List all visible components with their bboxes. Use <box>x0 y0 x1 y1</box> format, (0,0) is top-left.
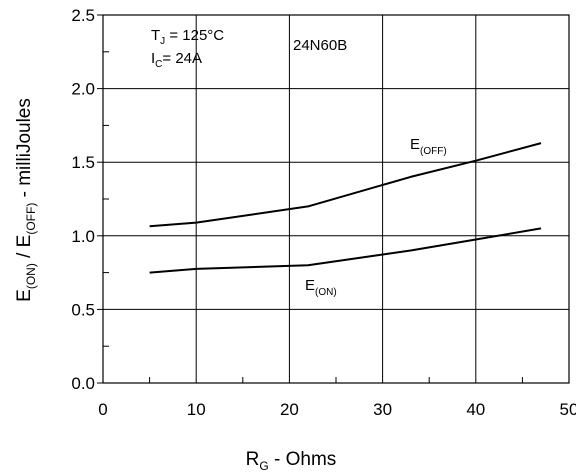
x-tick-label: 30 <box>373 400 392 419</box>
y-axis-title: E(ON) / E(OFF) - milliJoules <box>14 98 38 302</box>
y-tick-label: 1.0 <box>71 227 95 246</box>
annotation-tj: TJ = 125°C <box>151 27 224 47</box>
x-tick-label: 50 <box>560 400 576 419</box>
series-group <box>149 142 542 274</box>
x-tick-label: 0 <box>98 400 107 419</box>
x-axis-title: RG - Ohms <box>246 449 337 473</box>
annotation-part: 24N60B <box>293 37 347 54</box>
series-line-eoff <box>149 142 542 228</box>
y-tick-label: 2.5 <box>71 6 95 25</box>
x-tick-label: 40 <box>466 400 485 419</box>
y-tick-label: 0.5 <box>71 300 95 319</box>
series-label-eoff: E(OFF) <box>410 136 447 157</box>
series-line-eon <box>149 227 542 274</box>
series-label-eon: E(ON) <box>305 277 337 298</box>
y-tick-label: 0.0 <box>71 374 95 393</box>
annotation-ic: IC= 24A <box>151 50 202 70</box>
grid-lines <box>103 15 569 383</box>
x-tick-label: 20 <box>280 400 299 419</box>
y-tick-label: 1.5 <box>71 153 95 172</box>
x-tick-label: 10 <box>187 400 206 419</box>
tick-labels: 0 10 20 30 40 50 0.0 0.5 1.0 1.5 2.0 2.5 <box>71 6 576 419</box>
axis-ticks <box>97 14 523 384</box>
y-tick-label: 2.0 <box>71 80 95 99</box>
